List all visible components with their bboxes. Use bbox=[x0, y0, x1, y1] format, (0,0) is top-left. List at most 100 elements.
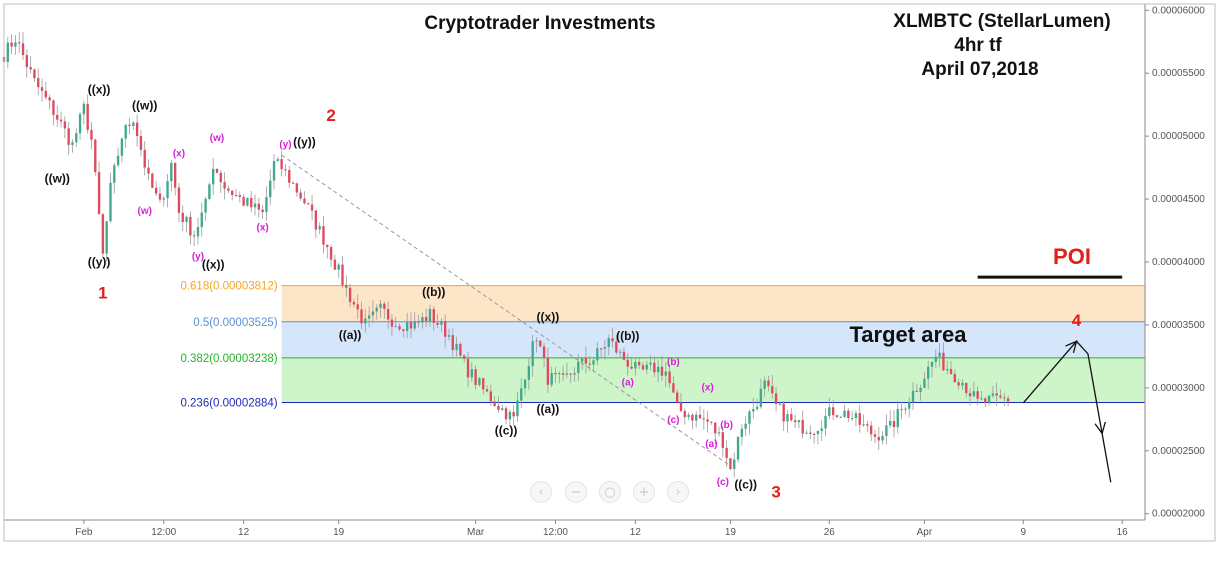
candle[interactable] bbox=[805, 430, 808, 435]
candle[interactable] bbox=[424, 308, 428, 328]
candle[interactable] bbox=[691, 413, 694, 430]
candle[interactable] bbox=[896, 401, 899, 434]
candle[interactable] bbox=[63, 116, 67, 139]
candle[interactable] bbox=[786, 410, 789, 433]
candle[interactable] bbox=[968, 388, 972, 406]
candle[interactable] bbox=[888, 410, 892, 429]
candle[interactable] bbox=[474, 365, 477, 390]
candle[interactable] bbox=[774, 387, 778, 412]
candle[interactable] bbox=[485, 385, 489, 393]
candle[interactable] bbox=[329, 244, 333, 267]
candle[interactable] bbox=[284, 164, 287, 177]
candle[interactable] bbox=[824, 408, 827, 437]
candle[interactable] bbox=[987, 395, 991, 406]
candle[interactable] bbox=[569, 373, 572, 383]
candle[interactable] bbox=[6, 36, 9, 69]
candle[interactable] bbox=[561, 365, 565, 382]
candle[interactable] bbox=[124, 124, 127, 148]
candle[interactable] bbox=[120, 137, 124, 163]
candle[interactable] bbox=[755, 398, 759, 411]
candle[interactable] bbox=[558, 371, 561, 384]
candle[interactable] bbox=[615, 334, 618, 355]
candle[interactable] bbox=[444, 314, 447, 348]
candle[interactable] bbox=[128, 118, 131, 135]
candle[interactable] bbox=[752, 397, 755, 419]
candle[interactable] bbox=[440, 318, 443, 332]
candle[interactable] bbox=[999, 389, 1002, 400]
candle[interactable] bbox=[466, 351, 470, 388]
candle[interactable] bbox=[94, 138, 97, 176]
candle[interactable] bbox=[771, 375, 774, 399]
candle[interactable] bbox=[763, 376, 766, 397]
candle[interactable] bbox=[257, 197, 261, 218]
candle[interactable] bbox=[413, 312, 416, 331]
candle[interactable] bbox=[116, 147, 120, 168]
candle[interactable] bbox=[185, 215, 188, 233]
candle[interactable] bbox=[923, 372, 926, 389]
candle[interactable] bbox=[676, 389, 679, 403]
candle[interactable] bbox=[352, 298, 356, 308]
candle[interactable] bbox=[995, 382, 998, 406]
candle[interactable] bbox=[820, 420, 823, 441]
candle[interactable] bbox=[489, 384, 493, 407]
candle[interactable] bbox=[637, 357, 641, 369]
candle[interactable] bbox=[375, 304, 378, 320]
candle[interactable] bbox=[132, 121, 135, 130]
candle[interactable] bbox=[409, 312, 413, 339]
candle[interactable] bbox=[303, 191, 306, 205]
candle[interactable] bbox=[653, 356, 656, 378]
candle[interactable] bbox=[421, 312, 424, 329]
candle[interactable] bbox=[402, 329, 405, 338]
candle[interactable] bbox=[816, 430, 820, 445]
candle[interactable] bbox=[322, 215, 325, 254]
candle[interactable] bbox=[656, 359, 660, 383]
candle[interactable] bbox=[706, 410, 709, 433]
candle[interactable] bbox=[189, 211, 192, 245]
candle[interactable] bbox=[698, 406, 702, 419]
candle[interactable] bbox=[398, 323, 401, 332]
candle[interactable] bbox=[733, 452, 736, 478]
candle[interactable] bbox=[223, 172, 226, 200]
candle[interactable] bbox=[265, 186, 268, 221]
candle[interactable] bbox=[48, 94, 51, 110]
candle[interactable] bbox=[618, 348, 622, 358]
candle[interactable] bbox=[238, 191, 241, 203]
candle[interactable] bbox=[154, 180, 158, 197]
candle[interactable] bbox=[383, 301, 386, 319]
candle[interactable] bbox=[965, 382, 968, 398]
candle[interactable] bbox=[272, 154, 276, 190]
candle[interactable] bbox=[984, 397, 987, 408]
candle[interactable] bbox=[295, 182, 299, 197]
candle[interactable] bbox=[847, 408, 850, 423]
candle[interactable] bbox=[242, 194, 245, 207]
candle[interactable] bbox=[44, 81, 48, 100]
candle[interactable] bbox=[835, 415, 839, 419]
candle[interactable] bbox=[535, 337, 538, 353]
candle[interactable] bbox=[649, 355, 652, 371]
candle[interactable] bbox=[37, 68, 40, 96]
candle[interactable] bbox=[299, 188, 302, 201]
candle[interactable] bbox=[809, 425, 812, 439]
candle[interactable] bbox=[345, 275, 348, 297]
candle[interactable] bbox=[71, 139, 74, 153]
candle[interactable] bbox=[1003, 392, 1006, 407]
candle[interactable] bbox=[927, 360, 930, 390]
candle[interactable] bbox=[725, 439, 728, 468]
candle[interactable] bbox=[158, 186, 162, 203]
candle[interactable] bbox=[90, 122, 93, 150]
candle[interactable] bbox=[212, 158, 215, 196]
candle[interactable] bbox=[59, 111, 63, 128]
candle[interactable] bbox=[196, 218, 200, 245]
candle[interactable] bbox=[21, 32, 25, 61]
candle[interactable] bbox=[337, 262, 340, 279]
candle[interactable] bbox=[78, 112, 82, 140]
candle[interactable] bbox=[961, 379, 964, 390]
candle[interactable] bbox=[812, 432, 816, 444]
candle[interactable] bbox=[881, 431, 884, 445]
candle[interactable] bbox=[459, 342, 462, 358]
candle[interactable] bbox=[101, 212, 105, 259]
candle[interactable] bbox=[493, 396, 496, 408]
candle[interactable] bbox=[478, 376, 481, 387]
candle[interactable] bbox=[603, 339, 607, 360]
